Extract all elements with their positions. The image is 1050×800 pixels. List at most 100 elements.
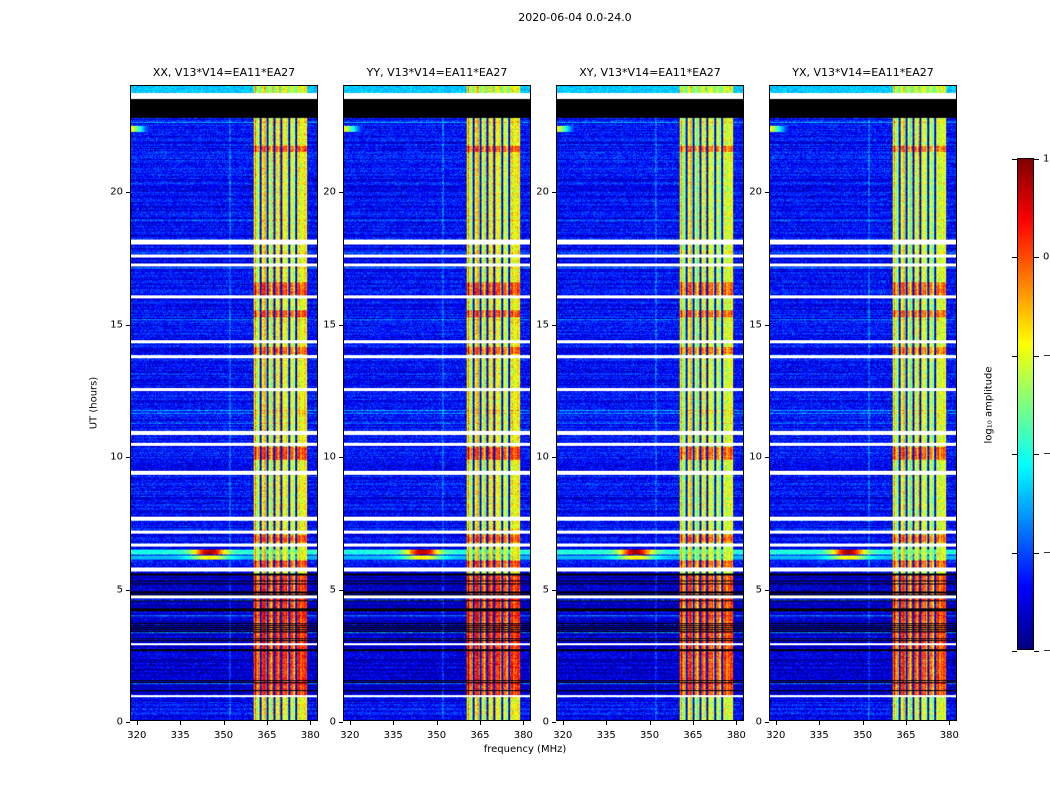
y-tick-mark — [339, 589, 343, 591]
x-tick-mark — [905, 721, 907, 725]
y-tick-mark — [552, 457, 556, 458]
x-tick-mark — [949, 721, 951, 725]
y-tick-mark — [765, 324, 769, 326]
y-tick-label: 5 — [755, 584, 762, 595]
x-tick-label: 365 — [257, 730, 277, 741]
y-tick-mark — [339, 457, 343, 458]
panel-title-XX: XX, V13*V14=EA11*EA27 — [152, 66, 296, 79]
colorbar-tick-label: −3 — [1043, 547, 1050, 559]
y-tick-label: 5 — [116, 584, 123, 595]
y-tick-mark — [126, 324, 130, 326]
y-tick-mark — [765, 589, 769, 591]
y-tick-mark — [765, 457, 769, 458]
y-axis-label: UT (hours) — [88, 376, 100, 430]
colorbar-tick-mark — [1034, 355, 1039, 357]
colorbar-tick-mark — [1012, 454, 1017, 456]
x-tick-label: 380 — [513, 730, 533, 741]
panel-YX: YX, V13*V14=EA11*EA27 320 335 350 365 380 0 5 10… — [749, 66, 959, 741]
y-tick-label: 15 — [110, 319, 123, 330]
x-tick-label: 320 — [340, 730, 360, 741]
y-tick-label: 20 — [323, 186, 336, 198]
y-tick-label: 0 — [542, 716, 549, 728]
colorbar-tick-label: −4 — [1043, 645, 1050, 657]
x-tick-label: 350 — [427, 730, 447, 741]
y-tick-mark — [339, 192, 343, 193]
x-tick-mark — [223, 721, 225, 725]
y-tick-mark — [126, 722, 130, 723]
y-tick-mark — [126, 192, 130, 193]
x-tick-mark — [436, 721, 438, 725]
x-tick-label: 365 — [896, 730, 916, 741]
colorbar: log₁₀ amplitude 1 0 −1 −2 −3 −4 — [984, 154, 1050, 657]
x-tick-label: 350 — [853, 730, 873, 741]
x-tick-mark — [862, 721, 864, 725]
x-tick-label: 335 — [170, 730, 190, 741]
x-tick-mark — [310, 721, 312, 725]
y-tick-label: 0 — [755, 716, 762, 728]
y-tick-mark — [339, 722, 343, 723]
y-tick-label: 20 — [536, 186, 549, 198]
x-tick-label: 335 — [596, 730, 616, 741]
x-tick-label: 380 — [726, 730, 746, 741]
y-tick-label: 10 — [749, 451, 762, 463]
x-tick-label: 335 — [383, 730, 403, 741]
x-tick-label: 365 — [470, 730, 490, 741]
colorbar-tick-label: −2 — [1043, 448, 1050, 460]
colorbar-label: log₁₀ amplitude — [983, 366, 995, 444]
panel-YY: YY, V13*V14=EA11*EA27 320 335 350 365 380 0 5 10… — [323, 66, 533, 741]
y-tick-label: 10 — [536, 451, 549, 463]
colorbar-tick-mark — [1012, 651, 1017, 652]
colorbar-tick-mark — [1012, 159, 1017, 160]
y-tick-mark — [552, 192, 556, 193]
x-tick-mark — [393, 721, 395, 725]
x-tick-label: 380 — [939, 730, 959, 741]
y-tick-mark — [552, 324, 556, 326]
y-tick-label: 15 — [536, 319, 549, 330]
x-tick-mark — [136, 721, 138, 725]
panel-XY: XY, V13*V14=EA11*EA27 320 335 350 365 380 0 5 10… — [536, 66, 746, 741]
x-tick-mark — [349, 721, 351, 725]
y-tick-mark — [765, 192, 769, 193]
colorbar-tick-mark — [1034, 552, 1039, 554]
x-tick-label: 350 — [640, 730, 660, 741]
x-tick-mark — [562, 721, 564, 725]
x-axis-label: frequency (MHz) — [483, 744, 567, 755]
panel-title-XY: XY, V13*V14=EA11*EA27 — [579, 66, 721, 79]
colorbar-tick-label: 1 — [1043, 153, 1050, 165]
colorbar-tick-mark — [1012, 355, 1017, 357]
spectrogram-YY — [344, 86, 530, 720]
y-tick-mark — [126, 589, 130, 591]
y-tick-mark — [552, 722, 556, 723]
x-tick-mark — [819, 721, 821, 725]
colorbar-tick-mark — [1012, 552, 1017, 554]
y-tick-mark — [126, 457, 130, 458]
y-tick-label: 0 — [329, 716, 336, 728]
x-tick-mark — [649, 721, 651, 725]
spectrogram-YX — [770, 86, 956, 720]
x-tick-label: 320 — [553, 730, 573, 741]
x-tick-mark — [775, 721, 777, 725]
x-tick-label: 320 — [766, 730, 786, 741]
panel-XX: XX, V13*V14=EA11*EA27 320 335 350 365 380 0 5 10… — [110, 66, 320, 741]
colorbar-gradient — [1018, 159, 1033, 649]
panel-title-YX: YX, V13*V14=EA11*EA27 — [792, 66, 934, 79]
x-tick-label: 350 — [214, 730, 234, 741]
x-tick-mark — [479, 721, 481, 725]
y-tick-mark — [339, 324, 343, 326]
y-tick-label: 15 — [749, 319, 762, 330]
y-tick-label: 0 — [116, 716, 123, 728]
x-tick-mark — [692, 721, 694, 725]
y-tick-label: 5 — [542, 584, 549, 595]
x-tick-mark — [606, 721, 608, 725]
colorbar-tick-mark — [1034, 454, 1039, 456]
y-tick-label: 20 — [110, 186, 123, 198]
y-tick-label: 10 — [323, 451, 336, 463]
panel-title-YY: YY, V13*V14=EA11*EA27 — [366, 66, 508, 79]
y-tick-label: 5 — [329, 584, 336, 595]
colorbar-tick-label: −1 — [1043, 350, 1050, 362]
colorbar-tick-mark — [1012, 257, 1017, 259]
figure-title: 2020-06-04 0.0-24.0 — [518, 11, 632, 24]
x-tick-mark — [266, 721, 268, 725]
x-tick-label: 365 — [683, 730, 703, 741]
